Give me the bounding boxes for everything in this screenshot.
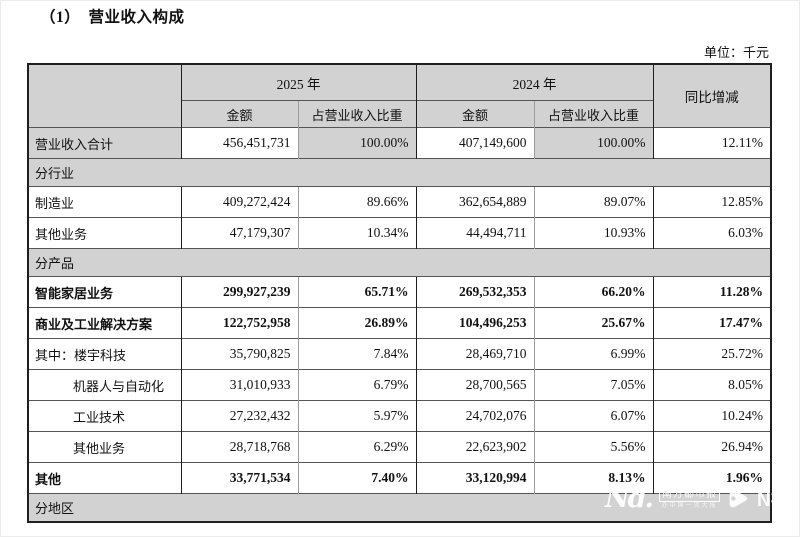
table-row: 工业技术 27,232,432 5.97% 24,702,076 6.07% 1… xyxy=(28,400,771,432)
table-row: 商业及工业解决方案 122,752,958 26.89% 104,496,253… xyxy=(28,307,771,339)
table-row-total: 营业收入合计 456,451,731 100.00% 407,149,600 1… xyxy=(28,127,771,159)
table-header-years: 2025 年 2024 年 同比增减 xyxy=(28,64,771,128)
share-2024: 10.93% xyxy=(533,217,653,249)
share-2024: 7.05% xyxy=(533,369,653,401)
revenue-composition-table: 2025 年 2024 年 同比增减 金额 占营业收入比重 金额 占营业收入比重… xyxy=(27,63,772,523)
share-2025: 26.89% xyxy=(297,307,416,339)
table-row: 智能家居业务 299,927,239 65.71% 269,532,353 66… xyxy=(28,276,771,308)
table-row: 其他业务 47,179,307 10.34% 44,494,711 10.93%… xyxy=(28,217,771,249)
yoy-value: 1.96% xyxy=(652,462,771,494)
share-2025: 100.00% xyxy=(297,127,416,159)
yoy-value: 8.05% xyxy=(652,369,771,401)
yoy-header: 同比增减 xyxy=(652,64,771,128)
row-label: 其他业务 xyxy=(28,217,181,249)
amount-2025: 456,451,731 xyxy=(180,127,298,159)
share-2025: 7.40% xyxy=(297,462,416,494)
share-2025: 89.66% xyxy=(297,186,416,218)
yoy-value: 6.03% xyxy=(652,217,771,249)
share-2025: 5.97% xyxy=(297,400,416,432)
yoy-value: 10.24% xyxy=(652,400,771,432)
share-2024: 89.07% xyxy=(533,186,653,218)
section-label: 分行业 xyxy=(28,158,771,187)
amount-2025: 28,718,768 xyxy=(180,431,298,463)
amount-2024: 269,532,353 xyxy=(415,276,534,308)
table-row: 其中：楼宇科技 35,790,825 7.84% 28,469,710 6.99… xyxy=(28,338,771,370)
section-label: 分产品 xyxy=(28,248,771,277)
amount-2025: 299,927,239 xyxy=(180,276,298,308)
share-2024: 66.20% xyxy=(533,276,653,308)
amount-2024: 33,120,994 xyxy=(415,462,534,494)
share-2024: 8.13% xyxy=(533,462,653,494)
row-label: 智能家居业务 xyxy=(28,276,181,308)
share-2024: 6.99% xyxy=(533,338,653,370)
table-corner-cell xyxy=(28,64,181,128)
share-header-2025: 占营业收入比重 xyxy=(297,100,416,128)
amount-2024: 22,623,902 xyxy=(415,431,534,463)
share-2024: 6.07% xyxy=(533,400,653,432)
page-title: （1） 营业收入构成 xyxy=(40,9,185,26)
row-label: 制造业 xyxy=(28,186,181,218)
section-row-region: 分地区 xyxy=(28,493,771,522)
row-label: 商业及工业解决方案 xyxy=(28,307,181,339)
yoy-value: 25.72% xyxy=(652,338,771,370)
share-2025: 6.29% xyxy=(297,431,416,463)
share-2024: 25.67% xyxy=(533,307,653,339)
row-label: 机器人与自动化 xyxy=(28,369,181,401)
amount-2024: 28,469,710 xyxy=(415,338,534,370)
unit-label: 单位：千元 xyxy=(703,45,769,60)
share-2025: 10.34% xyxy=(297,217,416,249)
row-label: 其他 xyxy=(28,462,181,494)
amount-2024: 407,149,600 xyxy=(415,127,534,159)
yoy-value: 26.94% xyxy=(652,431,771,463)
amount-2025: 35,790,825 xyxy=(180,338,298,370)
amount-2025: 31,010,933 xyxy=(180,369,298,401)
row-label: 其中：楼宇科技 xyxy=(28,338,181,370)
yoy-value: 17.47% xyxy=(652,307,771,339)
table-row: 其他 33,771,534 7.40% 33,120,994 8.13% 1.9… xyxy=(28,462,771,494)
amount-2024: 362,654,889 xyxy=(415,186,534,218)
share-2025: 6.79% xyxy=(297,369,416,401)
yoy-value: 12.11% xyxy=(652,127,771,159)
share-2025: 7.84% xyxy=(297,338,416,370)
amount-2025: 33,771,534 xyxy=(180,462,298,494)
yoy-value: 12.85% xyxy=(652,186,771,218)
amount-header-2025: 金额 xyxy=(180,100,298,128)
amount-2025: 409,272,424 xyxy=(180,186,298,218)
row-label: 营业收入合计 xyxy=(28,127,181,159)
share-2024: 5.56% xyxy=(533,431,653,463)
amount-2024: 28,700,565 xyxy=(415,369,534,401)
table-row: 机器人与自动化 31,010,933 6.79% 28,700,565 7.05… xyxy=(28,369,771,401)
section-row-industry: 分行业 xyxy=(28,158,771,187)
row-label: 其他业务 xyxy=(28,431,181,463)
table-row: 其他业务 28,718,768 6.29% 22,623,902 5.56% 2… xyxy=(28,431,771,463)
amount-2024: 104,496,253 xyxy=(415,307,534,339)
yoy-value: 11.28% xyxy=(652,276,771,308)
share-2024: 100.00% xyxy=(533,127,653,159)
row-label: 工业技术 xyxy=(28,400,181,432)
share-header-2024: 占营业收入比重 xyxy=(533,100,653,128)
section-label: 分地区 xyxy=(28,493,771,522)
section-row-product: 分产品 xyxy=(28,248,771,277)
amount-2024: 24,702,076 xyxy=(415,400,534,432)
amount-2025: 47,179,307 xyxy=(180,217,298,249)
amount-2025: 27,232,432 xyxy=(180,400,298,432)
year-2024-header: 2024 年 xyxy=(415,64,653,101)
amount-2025: 122,752,958 xyxy=(180,307,298,339)
table-row: 制造业 409,272,424 89.66% 362,654,889 89.07… xyxy=(28,186,771,218)
share-2025: 65.71% xyxy=(297,276,416,308)
table-header-measures: 金额 占营业收入比重 金额 占营业收入比重 xyxy=(28,100,771,128)
amount-header-2024: 金额 xyxy=(415,100,534,128)
amount-2024: 44,494,711 xyxy=(415,217,534,249)
year-2025-header: 2025 年 xyxy=(180,64,416,101)
